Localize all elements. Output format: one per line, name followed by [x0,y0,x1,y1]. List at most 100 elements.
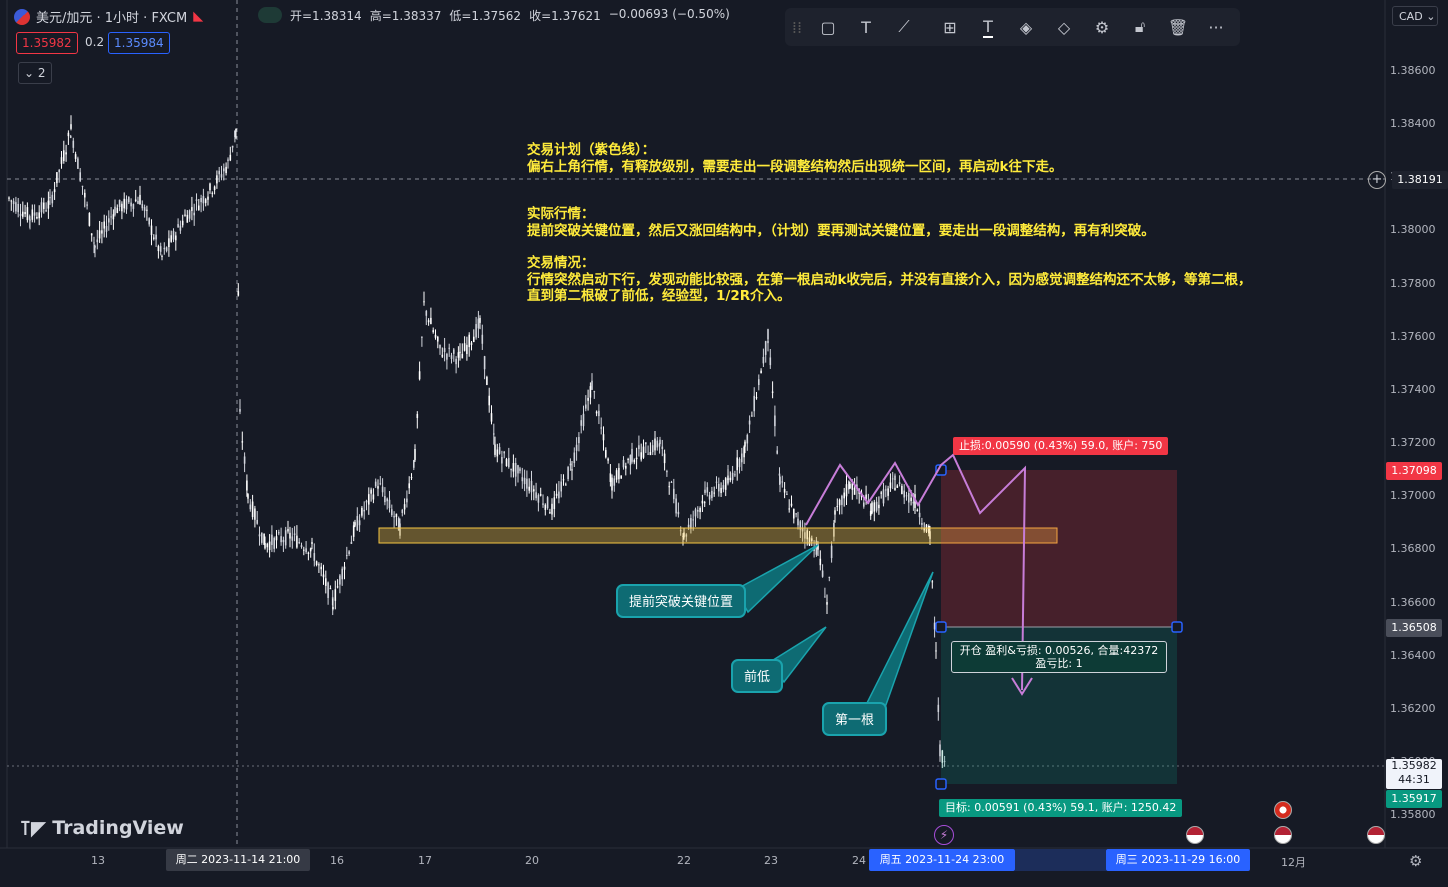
us-event-icon[interactable] [1367,826,1385,844]
unlock-icon[interactable]: 🔓︎ [1134,17,1146,36]
plan-title[interactable]: 交易计划（紫色线）： [527,142,656,158]
candle-body [320,566,322,570]
actual-title[interactable]: 实际行情： [527,206,595,222]
us-event-icon[interactable] [1186,826,1204,844]
candle-body [565,484,567,486]
callout-breakout[interactable]: 提前突破关键位置 [616,584,747,618]
tradingview-logo[interactable]: ⊺◤ TradingView [20,816,184,840]
plan-text[interactable]: 偏右上角行情，有释放级别，需要走出一段调整结构然后出现统一区间，再启动k往下走。 [527,159,1063,175]
candle-body [828,576,831,578]
candle-body [683,532,685,538]
time-axis-label: 17 [418,854,432,867]
settings-icon[interactable]: ⚙ [1094,17,1110,37]
candle-body [225,166,227,174]
candle-body [421,336,423,338]
rectangle-icon[interactable]: ▢ [820,17,836,37]
border-color-icon[interactable]: ◇ [1057,17,1071,37]
candle-body [74,154,77,159]
price-axis-label: 1.37200 [1390,436,1436,450]
candle-body [490,413,493,422]
price-axis-label: 1.36600 [1390,595,1436,609]
us-event-icon[interactable] [1274,826,1292,844]
candle-body [287,528,289,532]
candle-body [508,457,510,468]
candle-body [666,471,668,473]
candle-body [743,446,745,458]
fill-bucket-icon[interactable]: ◈ [1019,17,1033,37]
drag-handle-icon[interactable]: ⁞⁞ [791,17,803,37]
canada-event-icon[interactable] [1274,801,1292,819]
candle-body [715,481,718,483]
candle-body [395,513,398,517]
candle-body [647,453,649,455]
candle-body [346,554,348,556]
candle-body [708,494,711,500]
candle-body [116,207,119,213]
candle-body [132,204,135,209]
candle-body [625,465,627,469]
text-icon[interactable]: T [861,17,871,37]
candle-body [776,450,778,454]
flag-marker-icon[interactable]: ◣ [193,9,204,24]
situation-line-1[interactable]: 行情突然启动下行，发现动能比较强，在第一根启动k收完后，并没有直接介入，因为感觉… [527,272,1252,288]
currency-selector[interactable]: CAD ⌄ [1392,6,1438,26]
candle-body [275,536,278,541]
candle-body [134,199,137,202]
candle-body [414,448,416,460]
target-label[interactable]: 目标: 0.00591 (0.43%) 59.1, 账户: 1250.42 [939,799,1183,817]
brush-icon[interactable]: ⟋ [898,17,910,36]
candle-body [694,509,697,517]
candle-body [251,501,254,518]
more-icon[interactable]: ··· [1208,17,1224,37]
candle-body [894,475,896,480]
candle-body [734,474,736,476]
add-alert-icon[interactable]: + [1368,171,1386,189]
situation-title[interactable]: 交易情况： [527,255,595,271]
settings-gear-icon[interactable]: ⚙ [1409,852,1423,870]
stop-loss-label[interactable]: 止损:0.00590 (0.43%) 59.0, 账户: 750 [953,437,1169,455]
candle-body [635,457,638,460]
actual-text[interactable]: 提前突破关键位置，然后又涨回结构中，（计划）要再测试关键位置，要走出一段调整结构… [527,223,1155,239]
sell-price-button[interactable]: 1.35982 [16,32,78,54]
text-color-icon[interactable]: T [983,16,993,38]
template-icon[interactable]: ⊞ [943,17,957,37]
symbol-header[interactable]: 美元/加元 · 1小时 · FXCM ◣ [14,7,203,26]
indicators-collapse-button[interactable]: ⌄ 2 [18,62,52,84]
candle-body [682,535,684,537]
callout-prior-low[interactable]: 前低 [731,659,784,693]
candle-body [343,566,346,570]
candle-body [161,255,163,257]
position-info-box[interactable]: 开仓 盈利&亏损: 0.00526, 合量:42372 盈亏比: 1 [951,641,1167,673]
candle-body [929,531,931,539]
candle-body [441,354,444,357]
candle-body [200,197,202,203]
candle-body [105,225,108,232]
candle-body [425,311,428,316]
candle-body [514,462,517,477]
candle-body [585,404,587,409]
candle-body [434,334,437,338]
callout-first-bar[interactable]: 第一根 [822,702,888,736]
current-price-tag: 1.35982 44:31 [1386,759,1442,789]
candle-body [640,452,642,460]
candle-body [191,207,193,211]
candle-body [261,532,263,543]
candle-body [575,444,578,451]
price-axis-label: 1.36800 [1390,542,1436,556]
lightning-event-icon[interactable]: ⚡ [934,825,954,845]
candle-body [649,452,652,456]
situation-line-2[interactable]: 直到第二根破了前低，经验型，1/2R介入。 [527,288,791,304]
range-highlight [1015,849,1106,871]
candle-body [483,356,486,370]
trash-icon[interactable]: 🗑︎ [1167,17,1189,37]
buy-price-button[interactable]: 1.35984 [108,32,170,54]
target-price-tag: 1.35917 [1386,790,1442,808]
status-indicator-icon[interactable] [258,7,282,23]
symbol-title[interactable]: 美元/加元 · 1小时 · FXCM [36,11,188,26]
candle-body [56,172,58,184]
candle-body [130,202,132,207]
candle-body [918,512,921,518]
candle-body [573,452,576,464]
candle-body [391,509,393,516]
